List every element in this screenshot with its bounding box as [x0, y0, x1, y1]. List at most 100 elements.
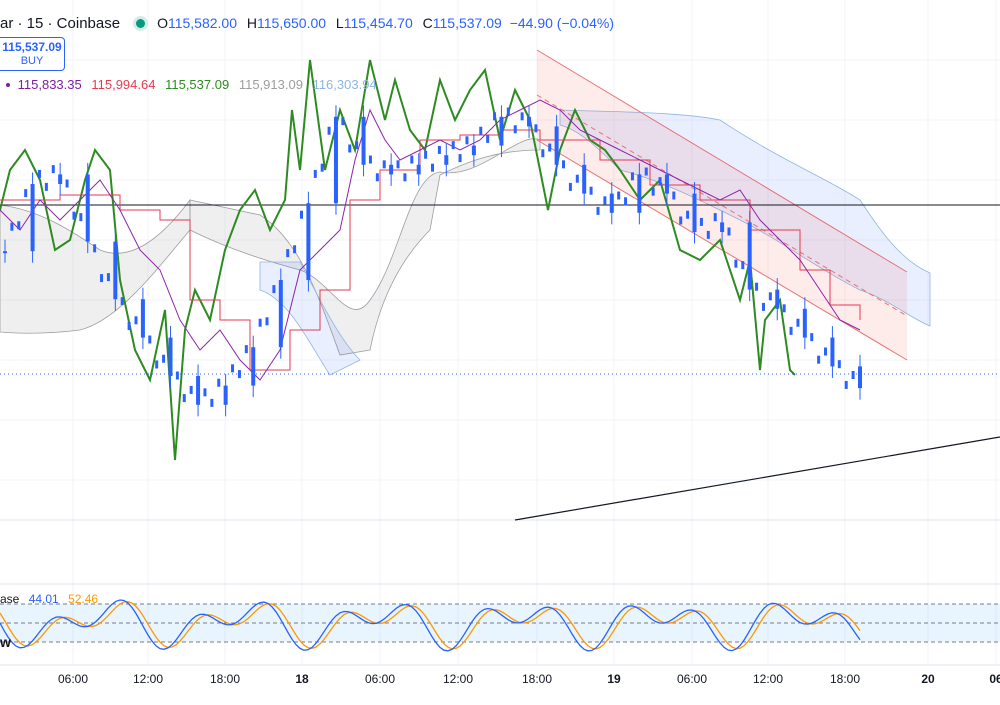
candle-body: [368, 155, 372, 164]
candle-body: [396, 160, 400, 169]
candle-body: [299, 210, 303, 219]
candle-body: [162, 354, 166, 363]
candle-body: [658, 177, 662, 186]
candle-body: [789, 326, 793, 335]
candle-body: [65, 179, 69, 188]
candle-body: [10, 222, 14, 231]
candle-body: [313, 169, 317, 178]
candle-body: [837, 360, 841, 369]
candle-body: [244, 345, 248, 354]
conversion-line: [0, 99, 861, 381]
candle-body: [768, 292, 772, 301]
candle-body: [286, 249, 290, 258]
candle-body: [747, 222, 752, 290]
candle-body: [140, 299, 145, 338]
candle-body: [741, 261, 745, 270]
candle-body: [437, 145, 441, 154]
ichimoku-legend[interactable]: 115,833.35 115,994.64 115,537.09 115,913…: [0, 77, 383, 92]
candle-body: [278, 280, 283, 348]
candle-body: [527, 116, 532, 127]
ichimoku-lagging-value: 115,537.09: [165, 77, 230, 92]
candle-body: [148, 335, 152, 344]
candle-body: [651, 187, 655, 196]
candle-body: [293, 245, 297, 254]
candle-body: [568, 182, 572, 191]
candle-body: [382, 160, 386, 169]
stoch-label: ase: [0, 592, 20, 606]
market-status-icon: [136, 18, 146, 28]
candle-body: [451, 141, 455, 150]
candle-body: [389, 164, 394, 175]
candle-body: [93, 244, 97, 253]
candle-body: [17, 221, 21, 230]
time-axis-label: 18:00: [210, 672, 240, 686]
candle-body: [810, 333, 814, 342]
ohlc-high: H115,650.00: [246, 15, 327, 31]
candle-body: [355, 141, 359, 150]
candle-body: [333, 116, 338, 204]
candle-body: [410, 155, 414, 164]
candle-body: [513, 125, 517, 134]
time-axis-label: 06:00: [677, 672, 707, 686]
ichimoku-conversion-value: 115,833.35: [17, 77, 82, 92]
candle-body: [51, 165, 55, 174]
candle-body: [72, 211, 76, 220]
candle-body: [58, 174, 63, 184]
candle-body: [720, 222, 725, 232]
buy-price: 115,537.09: [2, 40, 62, 54]
candle-body: [706, 230, 710, 239]
candle-body: [113, 241, 118, 300]
ichimoku-cloud-neutral: [189, 138, 541, 356]
stoch-legend[interactable]: ase 44.01 52.46: [0, 592, 104, 606]
candle-body: [603, 196, 607, 205]
stoch-k-value: 44.01: [28, 592, 59, 606]
candle-body: [775, 289, 780, 309]
candle-body: [637, 174, 642, 213]
candle-body: [562, 160, 566, 169]
candle-body: [134, 316, 138, 325]
candle-body: [3, 251, 7, 254]
candle-body: [520, 112, 524, 121]
time-axis-label: 06: [989, 672, 1000, 686]
candle-body: [548, 143, 552, 152]
candle-body: [44, 182, 48, 191]
candle-body: [431, 163, 434, 172]
candle-body: [796, 318, 800, 327]
candle-body: [624, 197, 628, 206]
ohlc-open: O115,582.00: [157, 15, 237, 31]
candle-body: [79, 213, 83, 222]
candle-body: [37, 169, 41, 178]
symbol-title[interactable]: ar · 15 · Coinbase: [0, 14, 121, 32]
candle-body: [554, 126, 559, 165]
candle-body: [755, 282, 759, 291]
candle-body: [630, 172, 634, 181]
candle-body: [182, 394, 186, 403]
ohlc-values: O115,582.00 H115,650.00 L115,454.70 C115…: [155, 15, 618, 31]
lagging-span-line: [0, 59, 796, 461]
candle-body: [686, 210, 690, 219]
candle-body: [189, 385, 193, 394]
time-axis-label: 19: [607, 672, 621, 686]
candle-body: [168, 337, 173, 376]
candle-body: [100, 274, 104, 283]
candle-body: [679, 216, 683, 225]
candle-body: [465, 136, 469, 145]
candle-body: [127, 322, 131, 331]
candle-body: [727, 227, 731, 236]
candle-body: [582, 164, 587, 194]
candle-body: [196, 376, 201, 405]
candle-body: [471, 145, 476, 156]
candle-body: [361, 116, 366, 165]
buy-button[interactable]: 115,537.09 BUY: [0, 37, 65, 71]
candle-body: [306, 203, 311, 280]
candle-body: [327, 126, 331, 135]
time-axis-label: 12:00: [133, 672, 163, 686]
trend-line: [514, 436, 1000, 521]
candle-body: [258, 318, 262, 327]
candle-body: [175, 371, 179, 380]
candle-body: [416, 164, 421, 175]
ichimoku-leading-b-value: 116,303.94: [312, 77, 377, 92]
candle-body: [30, 184, 35, 252]
candle-body: [265, 317, 269, 326]
